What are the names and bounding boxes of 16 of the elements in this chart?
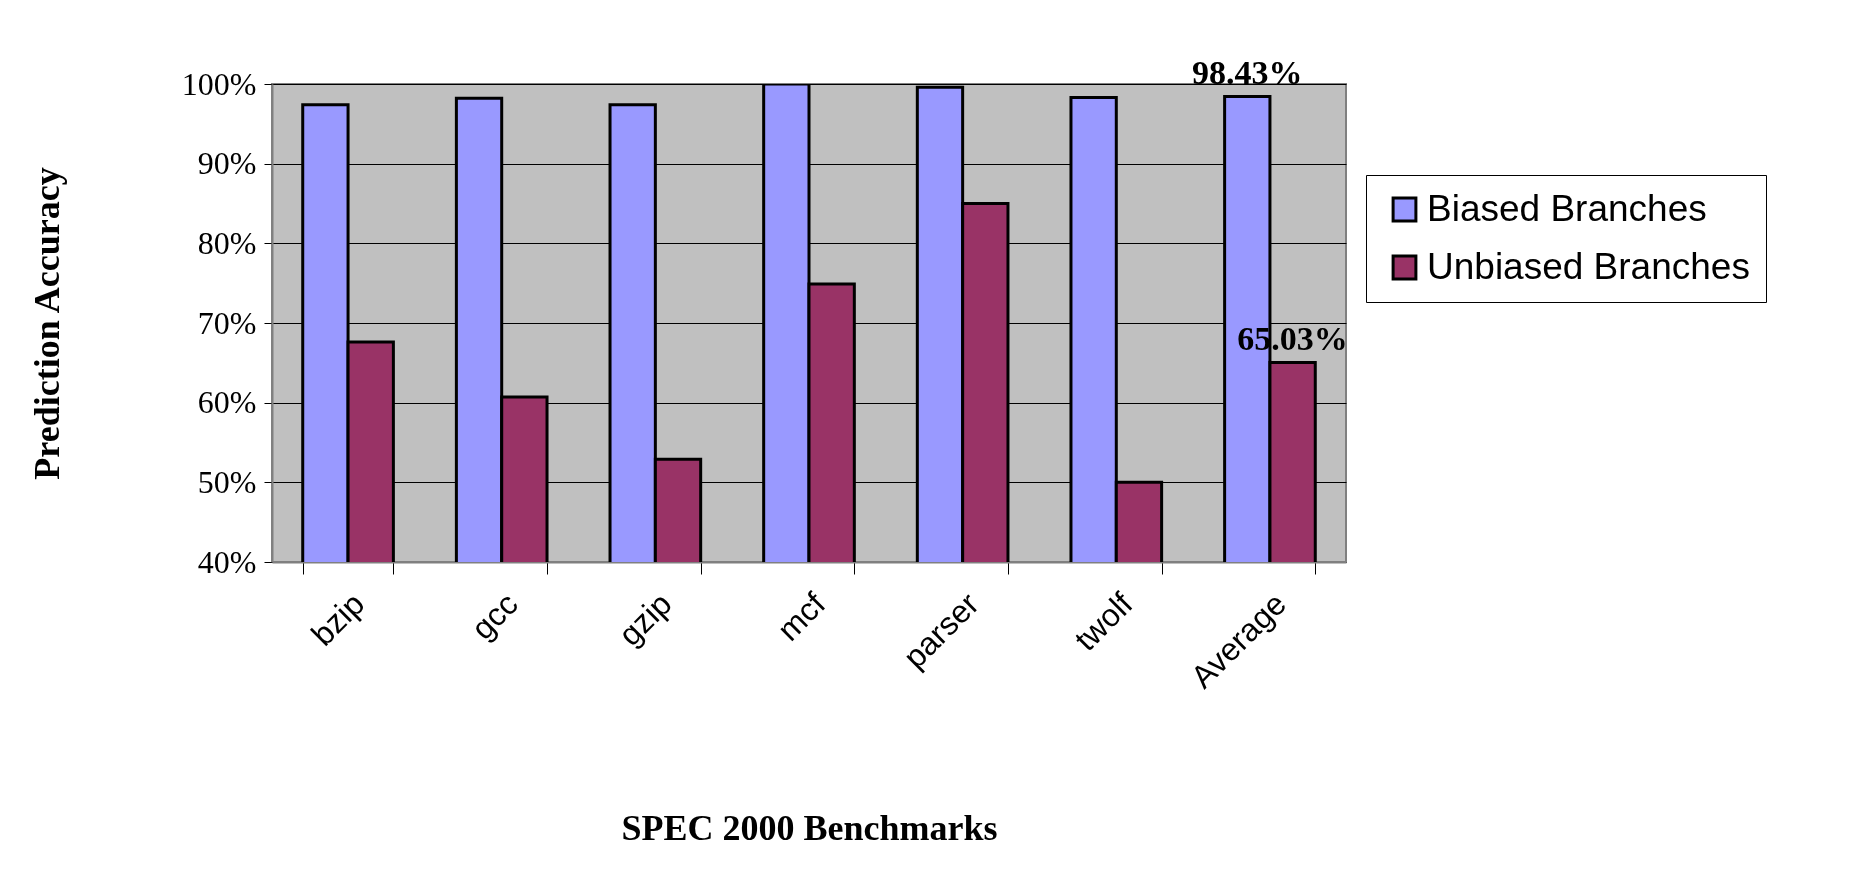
x-tick-label: mcf — [770, 585, 833, 648]
data-label: 98.43% — [1192, 53, 1303, 91]
x-tick-label: gcc — [464, 585, 525, 647]
y-tick-label: 70% — [197, 304, 257, 341]
y-tick-label: 40% — [197, 543, 257, 580]
x-tick-label: bzip — [304, 585, 372, 653]
y-tick-label: 100% — [181, 65, 257, 102]
legend-label: Unbiased Branches — [1427, 245, 1750, 287]
y-tick-label: 60% — [197, 384, 257, 421]
x-axis-title: SPEC 2000 Benchmarks — [621, 807, 998, 848]
legend-label: Biased Branches — [1427, 187, 1707, 229]
y-tick-label: 50% — [197, 463, 257, 500]
y-tick-label: 80% — [197, 224, 257, 261]
x-tick-label: gzip — [611, 585, 679, 653]
y-axis-title: Prediction Accuracy — [26, 167, 67, 480]
y-tick-label: 90% — [197, 145, 257, 182]
